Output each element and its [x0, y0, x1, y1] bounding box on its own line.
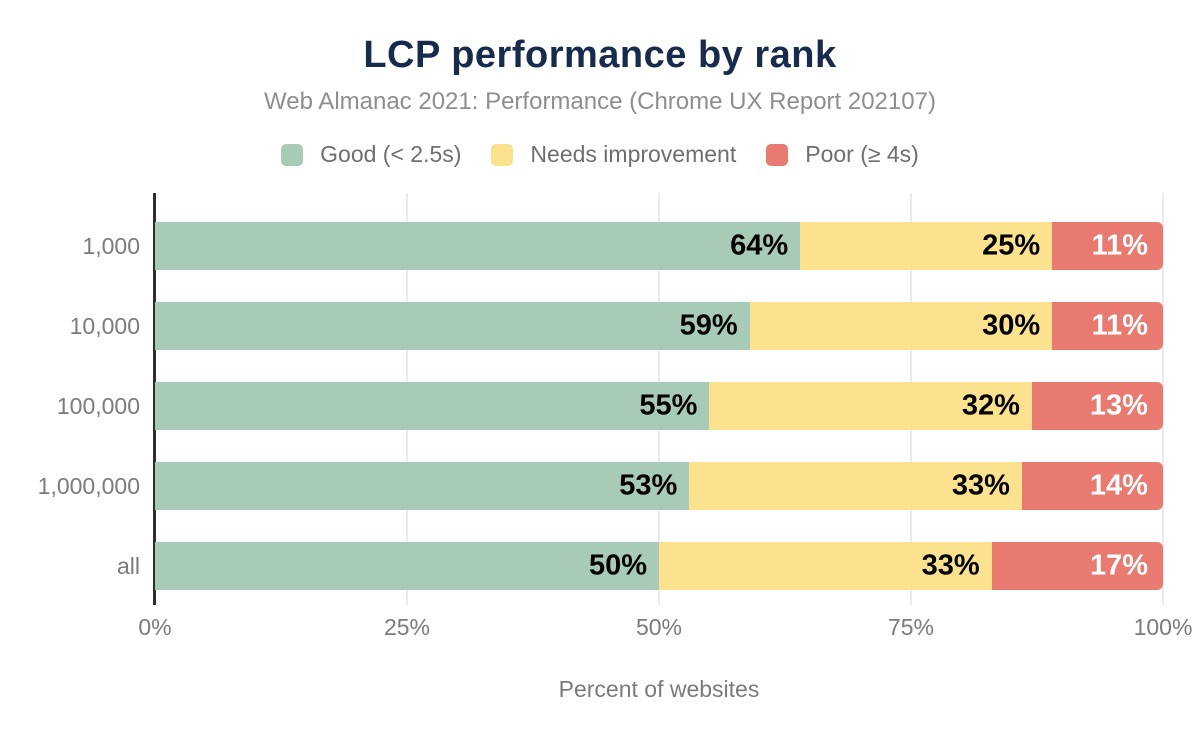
y-axis-label-1-000-000: 1,000,000	[37, 473, 140, 499]
bar-segment-needs-improvement[interactable]: 30%	[749, 302, 1053, 350]
bar-value-label: 13%	[1089, 389, 1148, 422]
bar-segment-good-2-5s[interactable]: 55%	[155, 382, 710, 430]
plot-area: 64% 25% 11% 59% 30% 11% 55% 32% 13% 53% 33% 14% 50% 3…	[153, 193, 1164, 605]
bar-value-label: 32%	[961, 389, 1020, 422]
x-axis-tick-50: 50%	[635, 614, 683, 640]
bar-segment-needs-improvement[interactable]: 32%	[709, 382, 1032, 430]
y-axis-label-all: all	[116, 553, 140, 579]
bar-value-label: 55%	[639, 389, 698, 422]
legend-swatch-icon	[491, 143, 514, 166]
bar-segment-needs-improvement[interactable]: 33%	[689, 462, 1022, 510]
bar-segment-poor-4s[interactable]: 11%	[1052, 222, 1163, 270]
bar-value-label: 59%	[679, 309, 738, 342]
bar-value-label: 11%	[1091, 309, 1148, 342]
bar-value-label: 64%	[730, 229, 789, 262]
x-axis-tick-75: 75%	[887, 614, 935, 640]
x-axis-title: Percent of websites	[558, 676, 760, 702]
bar-row-all: 50% 33% 17%	[155, 542, 1163, 590]
y-axis-label-100-000: 100,000	[56, 393, 140, 419]
bar-value-label: 33%	[951, 469, 1010, 502]
chart-title: LCP performance by rank	[363, 34, 837, 76]
gridline-100	[1162, 193, 1164, 605]
bar-value-label: 33%	[921, 549, 980, 582]
legend-item-label: Good (< 2.5s)	[320, 141, 462, 167]
bar-segment-good-2-5s[interactable]: 53%	[155, 462, 690, 510]
bar-segment-needs-improvement[interactable]: 33%	[659, 542, 992, 590]
y-axis-label-10-000: 10,000	[69, 313, 140, 339]
bar-value-label: 14%	[1089, 469, 1148, 502]
x-axis-tick-0: 0%	[138, 614, 172, 640]
legend-item-poor-4s: Poor (≥ 4s)	[766, 141, 919, 168]
bar-segment-poor-4s[interactable]: 11%	[1052, 302, 1163, 350]
bar-segment-good-2-5s[interactable]: 64%	[155, 222, 801, 270]
y-axis-line	[153, 193, 156, 605]
legend-swatch-icon	[766, 143, 789, 166]
legend-item-label: Poor (≥ 4s)	[805, 141, 919, 167]
bar-row-10-000: 59% 30% 11%	[155, 302, 1163, 350]
bar-segment-poor-4s[interactable]: 14%	[1021, 462, 1163, 510]
bar-value-label: 30%	[982, 309, 1041, 342]
bar-row-100-000: 55% 32% 13%	[155, 382, 1163, 430]
legend-item-good-2-5s: Good (< 2.5s)	[281, 141, 461, 168]
legend: Good (< 2.5s) Needs improvement Poor (≥ 4s…	[0, 141, 1200, 168]
x-axis-ticks: 0% 25% 50% 75% 100%	[138, 614, 1192, 644]
y-axis-label-1-000: 1,000	[82, 233, 140, 259]
bar-value-label: 11%	[1091, 229, 1148, 262]
bar-value-label: 50%	[588, 549, 647, 582]
bar-value-label: 17%	[1089, 549, 1148, 582]
bar-segment-good-2-5s[interactable]: 59%	[155, 302, 750, 350]
bar-segment-needs-improvement[interactable]: 25%	[800, 222, 1053, 270]
bar-value-label: 53%	[619, 469, 678, 502]
bar-row-1-000: 64% 25% 11%	[155, 222, 1163, 270]
bar-row-1-000-000: 53% 33% 14%	[155, 462, 1163, 510]
legend-swatch-icon	[281, 143, 304, 166]
bar-segment-poor-4s[interactable]: 17%	[991, 542, 1163, 590]
legend-item-label: Needs improvement	[530, 141, 737, 167]
legend-item-needs-improvement: Needs improvement	[491, 141, 736, 168]
x-axis-tick-25: 25%	[383, 614, 431, 640]
x-axis-tick-100: 100%	[1133, 614, 1193, 640]
chart-subtitle: Web Almanac 2021: Performance (Chrome UX…	[264, 88, 936, 115]
bar-segment-poor-4s[interactable]: 13%	[1031, 382, 1163, 430]
bar-segment-good-2-5s[interactable]: 50%	[155, 542, 659, 590]
y-axis-labels: 1,000 10,000 100,000 1,000,000 all	[0, 193, 140, 605]
bar-value-label: 25%	[982, 229, 1041, 262]
